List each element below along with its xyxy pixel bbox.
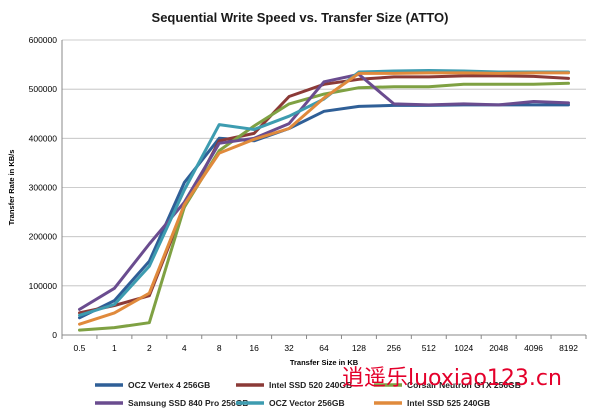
series-line-samsung-ssd-840-pro-256gb [78,72,570,311]
gridlines [62,39,586,287]
series-line-ocz-vector-256gb [78,69,570,317]
x-tick-label: 512 [422,343,436,353]
y-tick-label: 100000 [29,281,58,291]
y-tick-label: 600000 [29,35,58,45]
y-tick-labels: 0 100000 200000 300000 400000 500000 600000 [29,35,58,340]
x-tick-label: 256 [387,343,401,353]
x-tick-label: 2048 [489,343,508,353]
axes [61,40,587,339]
x-tick-label: 8192 [559,343,578,353]
y-tick-label: 200000 [29,232,58,242]
legend-label: OCZ Vector 256GB [269,398,345,408]
x-tick-label: 32 [284,343,294,353]
y-tick-label: 300000 [29,183,58,193]
x-tick-label: 0.5 [74,343,86,353]
x-tick-label: 4096 [524,343,543,353]
y-tick-label: 400000 [29,133,58,143]
legend-label: Intel SSD 520 240GB [269,380,352,390]
series-lines [78,69,570,332]
legend-label: OCZ Vertex 4 256GB [128,380,210,390]
chart-title: Sequential Write Speed vs. Transfer Size… [152,10,449,25]
x-tick-label: 64 [319,343,329,353]
y-axis-label: Transfer Rate in KB/s [7,150,16,226]
legend-label: Corsair Neutron GTX 256GB [407,380,521,390]
x-tick-label: 128 [352,343,366,353]
x-tick-label: 2 [147,343,152,353]
x-tick-label: 1024 [454,343,473,353]
x-tick-label: 16 [249,343,259,353]
x-tick-labels: 0.5 1 2 4 8 16 32 64 128 256 512 1024 2048 4096 8192 [74,343,579,353]
watermark: 逍遥乐luoxiao123.cn [342,366,562,391]
legend: OCZ Vertex 4 256GB Intel SSD 520 240GB Cor… [95,380,521,408]
series-line-corsair-neutron-gtx-256gb [78,81,570,332]
legend-label: Intel SSD 525 240GB [407,398,490,408]
x-tick-label: 4 [182,343,187,353]
y-tick-label: 0 [52,330,57,340]
legend-label: Samsung SSD 840 Pro 256GB [128,398,248,408]
y-tick-label: 500000 [29,84,58,94]
x-axis-label: Transfer Size in KB [290,358,359,367]
series-line-intel-ssd-525-240gb [78,71,570,326]
x-tick-label: 8 [217,343,222,353]
x-tick-label: 1 [112,343,117,353]
